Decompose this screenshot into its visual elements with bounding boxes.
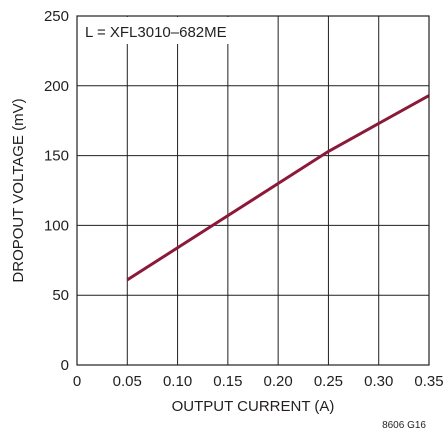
series-layer bbox=[126, 94, 430, 282]
x-tick-label: 0.25 bbox=[314, 373, 343, 390]
grid bbox=[77, 16, 429, 365]
inductor-annotation: L = XFL3010–682ME bbox=[85, 24, 227, 41]
y-tick-label: 150 bbox=[44, 148, 69, 165]
x-tick-label: 0.05 bbox=[113, 373, 142, 390]
x-tick-label: 0.20 bbox=[264, 373, 293, 390]
y-tick-label: 100 bbox=[44, 217, 69, 234]
y-tick-labels: 0 50 100 150 200 250 bbox=[44, 8, 69, 374]
y-axis-title: DROPOUT VOLTAGE (mV) bbox=[10, 98, 27, 282]
x-tick-label: 0 bbox=[73, 373, 81, 390]
series-line bbox=[126, 94, 430, 282]
plot-frame bbox=[76, 15, 430, 366]
x-tick-label: 0.30 bbox=[364, 373, 393, 390]
y-tick-label: 0 bbox=[61, 357, 69, 374]
y-tick-label: 250 bbox=[44, 8, 69, 25]
x-tick-labels: 0 0.05 0.10 0.15 0.20 0.25 0.30 0.35 bbox=[73, 373, 444, 390]
y-tick-label: 200 bbox=[44, 78, 69, 95]
annotation-layer: L = XFL3010–682ME bbox=[78, 17, 276, 44]
x-tick-label: 0.35 bbox=[414, 373, 443, 390]
figure-id: 8606 G16 bbox=[382, 420, 426, 431]
x-tick-label: 0.10 bbox=[163, 373, 192, 390]
y-tick-label: 50 bbox=[52, 287, 69, 304]
annotation-background bbox=[78, 17, 276, 44]
x-tick-label: 0.15 bbox=[213, 373, 242, 390]
x-axis-title: OUTPUT CURRENT (A) bbox=[172, 398, 335, 415]
